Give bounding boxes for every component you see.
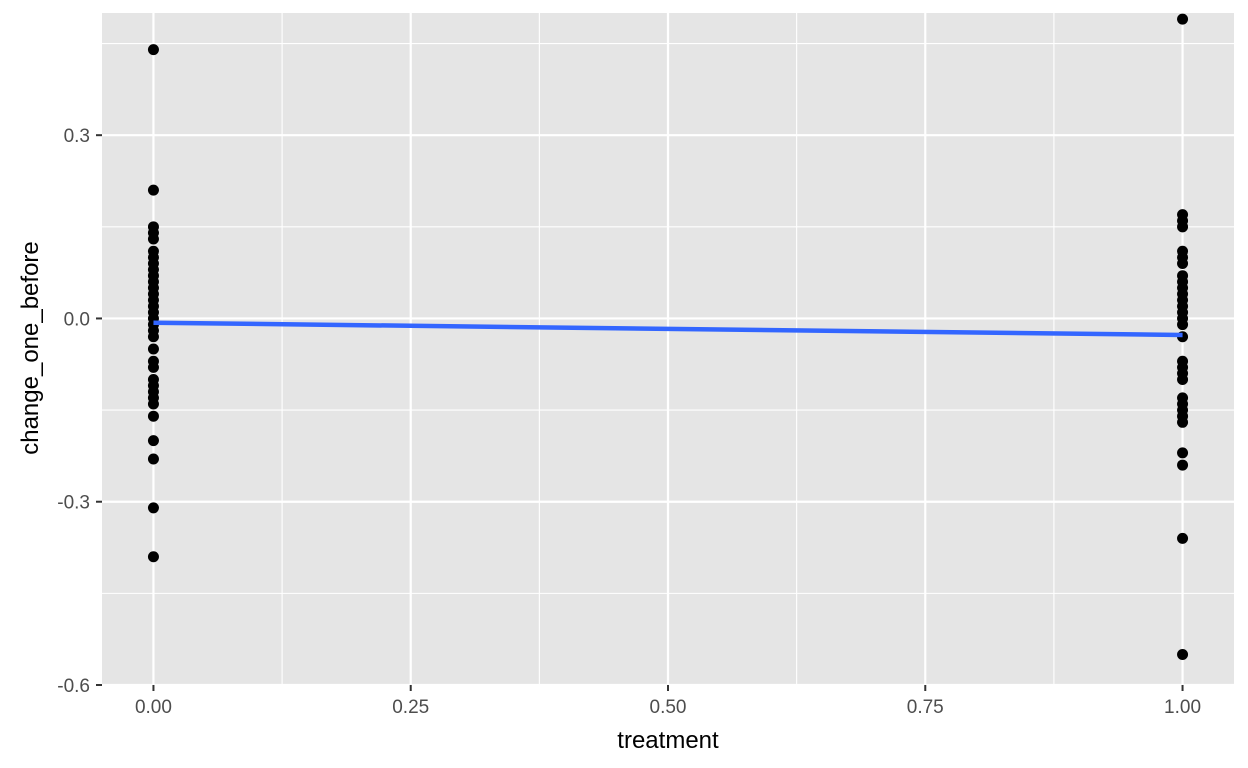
data-point <box>1177 221 1189 233</box>
data-point <box>147 502 159 514</box>
y-tick-label: 0.0 <box>64 309 90 330</box>
data-points <box>147 13 1189 660</box>
data-point <box>147 435 159 447</box>
data-point <box>147 343 159 355</box>
data-point <box>1177 257 1189 269</box>
data-point <box>1177 447 1189 459</box>
y-axis-title: change_one_before <box>17 241 44 455</box>
data-point <box>1177 459 1189 471</box>
data-point <box>1177 319 1189 331</box>
y-tick-label: -0.6 <box>57 676 90 697</box>
y-tick-label: -0.3 <box>57 493 90 514</box>
x-axis-title: treatment <box>617 727 719 754</box>
x-tick-label: 1.00 <box>1164 697 1201 718</box>
fit-line <box>153 320 1183 338</box>
x-tick-label: 0.25 <box>392 697 429 718</box>
x-tick-label: 0.50 <box>650 697 687 718</box>
data-point <box>147 331 159 343</box>
data-point <box>1177 416 1189 428</box>
data-point <box>147 410 159 422</box>
data-point <box>147 184 159 196</box>
y-tick-label: 0.3 <box>64 126 90 147</box>
data-point <box>147 233 159 245</box>
data-point <box>147 44 159 56</box>
data-point <box>1177 13 1189 25</box>
data-point <box>147 453 159 465</box>
data-point <box>1177 374 1189 386</box>
data-point <box>147 361 159 373</box>
y-axis: -0.6 -0.3 0.0 0.3 <box>57 126 102 697</box>
fit-line-group <box>153 320 1183 338</box>
x-axis: 0.00 0.25 0.50 0.75 1.00 <box>135 685 1201 718</box>
data-point <box>1177 532 1189 544</box>
data-point <box>147 551 159 563</box>
data-point <box>1177 648 1189 660</box>
x-tick-label: 0.00 <box>135 697 172 718</box>
x-tick-label: 0.75 <box>907 697 944 718</box>
data-point <box>147 398 159 410</box>
